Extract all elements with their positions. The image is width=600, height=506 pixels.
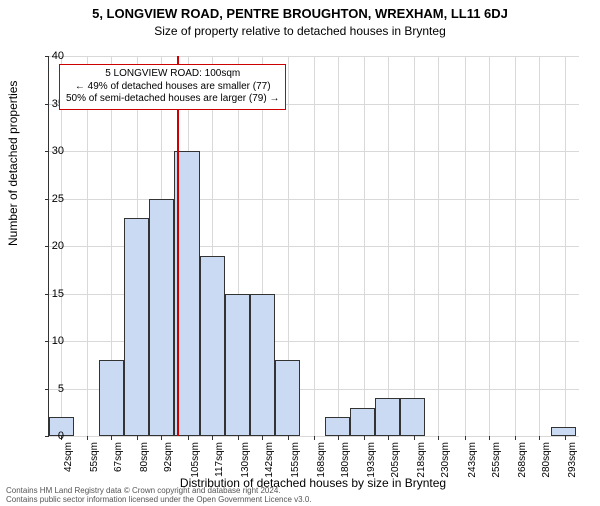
grid-line-v — [565, 56, 566, 436]
x-tick-mark — [465, 436, 466, 440]
y-tick-label: 30 — [34, 145, 64, 157]
footnote-line-1: Contains HM Land Registry data © Crown c… — [6, 486, 312, 495]
x-tick-mark — [314, 436, 315, 440]
x-tick-mark — [137, 436, 138, 440]
x-tick-mark — [414, 436, 415, 440]
x-tick-mark — [539, 436, 540, 440]
x-tick-mark — [565, 436, 566, 440]
y-tick-label: 40 — [34, 50, 64, 62]
footnote-line-2: Contains public sector information licen… — [6, 495, 312, 504]
histogram-bar — [99, 360, 124, 436]
grid-line-v — [388, 56, 389, 436]
x-tick-label: 230sqm — [440, 442, 451, 502]
histogram-chart: 42sqm55sqm67sqm80sqm92sqm105sqm117sqm130… — [48, 56, 578, 436]
histogram-bar — [375, 398, 400, 436]
y-axis-label: Number of detached properties — [6, 81, 20, 246]
histogram-bar — [149, 199, 174, 437]
x-tick-mark — [188, 436, 189, 440]
x-tick-label: 218sqm — [416, 442, 427, 502]
histogram-bar — [400, 398, 425, 436]
y-tick-label: 10 — [34, 335, 64, 347]
histogram-bar — [225, 294, 250, 437]
x-tick-mark — [364, 436, 365, 440]
x-tick-label: 293sqm — [567, 442, 578, 502]
y-tick-label: 25 — [34, 193, 64, 205]
histogram-bar — [124, 218, 149, 437]
grid-line-v — [314, 56, 315, 436]
x-tick-mark — [238, 436, 239, 440]
y-tick-label: 5 — [34, 383, 64, 395]
histogram-bar — [325, 417, 350, 436]
grid-line-v — [87, 56, 88, 436]
grid-line-v — [414, 56, 415, 436]
grid-line-v — [438, 56, 439, 436]
annotation-line: 50% of semi-detached houses are larger (… — [66, 93, 279, 106]
x-tick-label: 180sqm — [340, 442, 351, 502]
grid-line-v — [465, 56, 466, 436]
x-tick-label: 255sqm — [491, 442, 502, 502]
grid-line-v — [489, 56, 490, 436]
y-tick-label: 15 — [34, 288, 64, 300]
x-tick-label: 205sqm — [390, 442, 401, 502]
x-tick-label: 243sqm — [467, 442, 478, 502]
x-tick-mark — [111, 436, 112, 440]
histogram-bar — [250, 294, 275, 437]
x-tick-mark — [438, 436, 439, 440]
page-subtitle: Size of property relative to detached ho… — [0, 24, 600, 38]
x-tick-mark — [388, 436, 389, 440]
page-title: 5, LONGVIEW ROAD, PENTRE BROUGHTON, WREX… — [0, 6, 600, 21]
x-tick-mark — [212, 436, 213, 440]
annotation-box: 5 LONGVIEW ROAD: 100sqm← 49% of detached… — [59, 64, 286, 110]
y-tick-label: 0 — [34, 430, 64, 442]
x-tick-mark — [262, 436, 263, 440]
histogram-bar — [350, 408, 375, 437]
grid-line-v — [515, 56, 516, 436]
x-tick-mark — [338, 436, 339, 440]
plot-area: 42sqm55sqm67sqm80sqm92sqm105sqm117sqm130… — [48, 56, 579, 437]
y-tick-label: 20 — [34, 240, 64, 252]
x-tick-mark — [288, 436, 289, 440]
x-tick-mark — [489, 436, 490, 440]
reference-marker-line — [177, 56, 179, 436]
grid-line-v — [338, 56, 339, 436]
x-tick-label: 280sqm — [541, 442, 552, 502]
x-tick-mark — [515, 436, 516, 440]
histogram-bar — [551, 427, 576, 437]
x-tick-mark — [161, 436, 162, 440]
x-tick-label: 268sqm — [517, 442, 528, 502]
x-tick-label: 168sqm — [316, 442, 327, 502]
footnote: Contains HM Land Registry data © Crown c… — [6, 486, 312, 504]
x-tick-mark — [87, 436, 88, 440]
histogram-bar — [275, 360, 300, 436]
annotation-line: ← 49% of detached houses are smaller (77… — [66, 81, 279, 94]
grid-line-v — [539, 56, 540, 436]
grid-line-v — [364, 56, 365, 436]
histogram-bar — [200, 256, 225, 437]
annotation-line: 5 LONGVIEW ROAD: 100sqm — [66, 68, 279, 81]
x-tick-label: 193sqm — [366, 442, 377, 502]
